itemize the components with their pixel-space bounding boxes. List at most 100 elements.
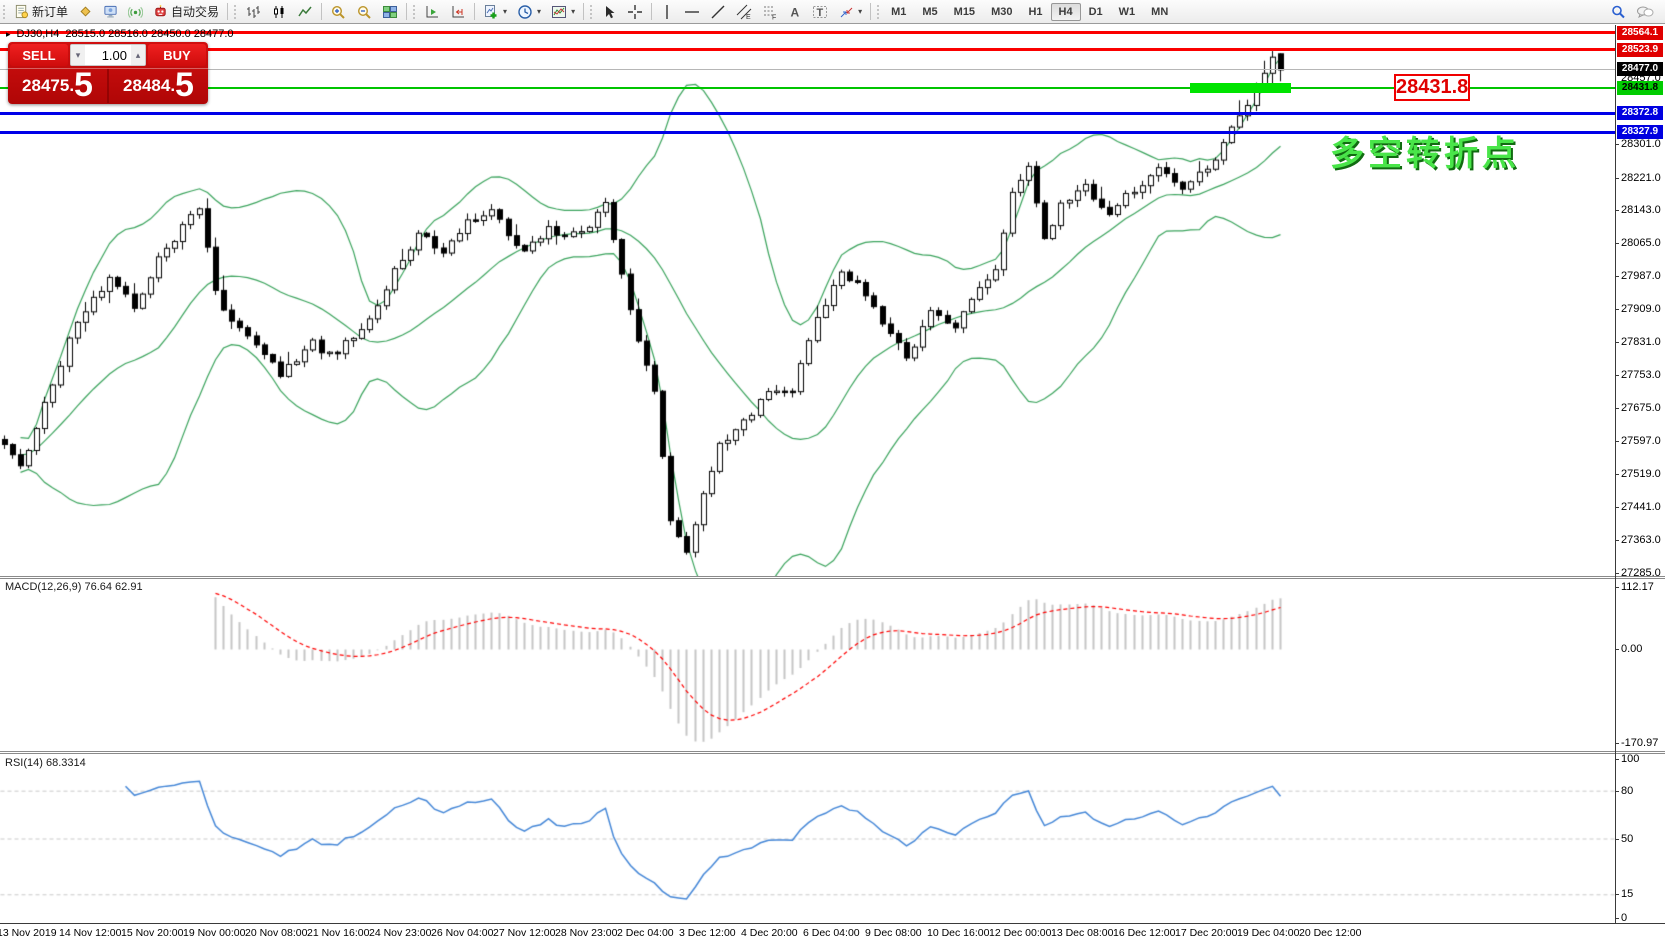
time-tick-label: 12 Dec 00:00: [989, 927, 1052, 939]
buy-price[interactable]: 28484. 5: [123, 66, 194, 104]
vertical-line-icon: [660, 4, 674, 20]
arrows-icon: [838, 4, 854, 20]
rsi-scale-label: 15: [1621, 888, 1634, 901]
price-tick-mark: [1615, 210, 1619, 212]
support-level-line[interactable]: [0, 130, 1615, 134]
price-badge-red: 28564.1: [1617, 25, 1663, 40]
toolbar-drag-handle[interactable]: [876, 3, 882, 20]
toolbar-separator: [583, 3, 585, 20]
support-level-line[interactable]: [0, 111, 1615, 115]
symbols-button[interactable]: [73, 2, 98, 22]
auto-scroll-button[interactable]: [445, 2, 471, 22]
pane-splitter-macd[interactable]: [0, 576, 1665, 579]
volume-increase-button[interactable]: ▴: [131, 45, 145, 65]
cursor-tool-button[interactable]: [596, 2, 622, 22]
trendline-tool-button[interactable]: [705, 2, 731, 22]
pivot-point-annotation[interactable]: 多空转折点: [1330, 135, 1520, 173]
timeframe-m1[interactable]: M1: [891, 5, 907, 18]
chat-button[interactable]: [1631, 2, 1659, 22]
candlestick-mode-button[interactable]: [266, 2, 292, 22]
text-label-tool-button[interactable]: T: [807, 2, 833, 22]
toolbar-drag-handle[interactable]: [2, 3, 7, 20]
time-tick-label: 3 Dec 12:00: [679, 927, 736, 939]
signals-button[interactable]: [123, 2, 148, 22]
price-tick-label: 27831.0: [1621, 336, 1661, 349]
horizontal-line-tool-button[interactable]: [679, 2, 705, 22]
macd-label: MACD(12,26,9) 76.64 62.91: [5, 581, 143, 593]
price-tick-label: 27675.0: [1621, 402, 1661, 415]
timeframe-m5[interactable]: M5: [922, 5, 938, 18]
time-axis-line: [0, 923, 1665, 924]
rsi-scale-tick-mark: [1615, 758, 1619, 760]
dropdown-caret-icon: ▾: [537, 7, 542, 16]
arrows-tool-button[interactable]: ▾: [833, 2, 867, 22]
autotrading-button[interactable]: 自动交易: [148, 2, 224, 22]
autotrading-label: 自动交易: [171, 5, 220, 19]
equidistant-channel-tool-button[interactable]: E: [731, 2, 757, 22]
new-order-button[interactable]: 新订单: [9, 2, 73, 22]
pane-splitter-rsi[interactable]: [0, 751, 1665, 754]
sell-price[interactable]: 28475. 5: [22, 66, 93, 104]
text-tool-button[interactable]: A: [783, 2, 807, 22]
price-tick-label: 27363.0: [1621, 534, 1661, 547]
toolbar-drag-handle[interactable]: [589, 3, 595, 20]
time-tick-label: 19 Nov 00:00: [183, 927, 246, 939]
crosshair-tool-button[interactable]: [622, 2, 648, 22]
tile-windows-icon: [382, 4, 398, 20]
time-tick-label: 20 Nov 08:00: [245, 927, 308, 939]
price-chart-canvas[interactable]: [0, 25, 1615, 576]
tile-windows-button[interactable]: [377, 2, 403, 22]
zoom-in-button[interactable]: [325, 2, 351, 22]
resistance-level-line[interactable]: [0, 31, 1615, 35]
volume-stepper: ▾ ▴: [70, 44, 146, 66]
price-tick-label: 27987.0: [1621, 270, 1661, 283]
timeframe-mn[interactable]: MN: [1151, 5, 1169, 18]
zoom-out-button[interactable]: [351, 2, 377, 22]
chat-bubbles-icon: [1636, 4, 1654, 20]
toolbar-separator: [474, 3, 476, 20]
macd-scale-tick-mark: [1615, 743, 1619, 745]
toolbar-drag-handle[interactable]: [233, 3, 239, 20]
sell-button[interactable]: SELL: [10, 44, 68, 66]
toolbar-separator: [406, 3, 408, 20]
timeframe-m15[interactable]: M15: [953, 5, 976, 18]
pivot-level-line[interactable]: [0, 87, 1615, 90]
timeframe-h4[interactable]: H4: [1050, 2, 1081, 21]
profiles-button[interactable]: [98, 2, 123, 22]
volume-decrease-button[interactable]: ▾: [71, 45, 85, 65]
price-level-box[interactable]: 28431.8: [1394, 74, 1470, 101]
price-tick-label: 27285.0: [1621, 567, 1661, 580]
vertical-line-tool-button[interactable]: [655, 2, 679, 22]
time-tick-label: 16 Dec 12:00: [1113, 927, 1176, 939]
timeframe-d1[interactable]: D1: [1088, 5, 1103, 18]
fibonacci-tool-button[interactable]: F: [757, 2, 783, 22]
buy-button[interactable]: BUY: [148, 44, 206, 66]
chart-shift-icon: [424, 4, 440, 20]
rsi-label: RSI(14) 68.3314: [5, 757, 86, 769]
chart-shift-button[interactable]: [419, 2, 445, 22]
horizontal-line-icon: [684, 4, 700, 20]
price-tick-mark: [1615, 474, 1619, 476]
periods-button[interactable]: ▾: [512, 2, 546, 22]
volume-input[interactable]: [85, 45, 131, 65]
highlight-trend-segment[interactable]: [1190, 83, 1291, 93]
rsi-scale-label: 50: [1621, 832, 1634, 845]
timeframe-h1[interactable]: H1: [1028, 5, 1043, 18]
price-axis-line: [1615, 25, 1616, 923]
trendline-icon: [710, 4, 726, 20]
line-chart-mode-button[interactable]: [292, 2, 318, 22]
timeframe-m30[interactable]: M30: [991, 5, 1013, 18]
svg-text:A: A: [791, 5, 800, 19]
search-button[interactable]: [1605, 2, 1631, 22]
price-tick-label: 27441.0: [1621, 501, 1661, 514]
new-chart-button[interactable]: ▾: [478, 2, 512, 22]
toolbar-separator: [651, 3, 653, 20]
toolbar-drag-handle[interactable]: [412, 3, 418, 20]
timeframe-w1[interactable]: W1: [1118, 5, 1136, 18]
resistance-level-line[interactable]: [0, 48, 1615, 52]
rsi-indicator-canvas[interactable]: [0, 754, 1615, 923]
bar-chart-mode-button[interactable]: [240, 2, 266, 22]
macd-indicator-canvas[interactable]: [0, 579, 1615, 751]
templates-button[interactable]: ▾: [546, 2, 580, 22]
